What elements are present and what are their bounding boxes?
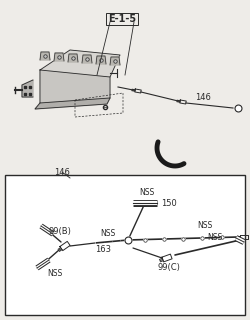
Polygon shape xyxy=(40,50,120,77)
Polygon shape xyxy=(22,80,33,97)
Text: 163: 163 xyxy=(95,245,111,254)
Text: 146: 146 xyxy=(54,168,70,177)
Text: 146: 146 xyxy=(195,93,211,102)
Text: NSS: NSS xyxy=(100,229,116,238)
Text: NSS: NSS xyxy=(140,188,154,197)
Polygon shape xyxy=(35,98,110,109)
Polygon shape xyxy=(68,54,78,62)
Text: 150: 150 xyxy=(161,199,177,208)
Text: 99(B): 99(B) xyxy=(48,227,72,236)
Polygon shape xyxy=(96,56,106,64)
Polygon shape xyxy=(82,55,92,63)
Polygon shape xyxy=(110,57,120,65)
Text: NSS: NSS xyxy=(48,269,62,278)
Polygon shape xyxy=(54,53,64,61)
Text: 99(C): 99(C) xyxy=(158,263,180,272)
Text: E-1-5: E-1-5 xyxy=(108,14,136,24)
Polygon shape xyxy=(40,70,110,103)
Bar xyxy=(5,175,245,315)
Polygon shape xyxy=(40,52,50,60)
Text: NSS: NSS xyxy=(198,221,212,230)
Text: NSS: NSS xyxy=(208,233,223,242)
